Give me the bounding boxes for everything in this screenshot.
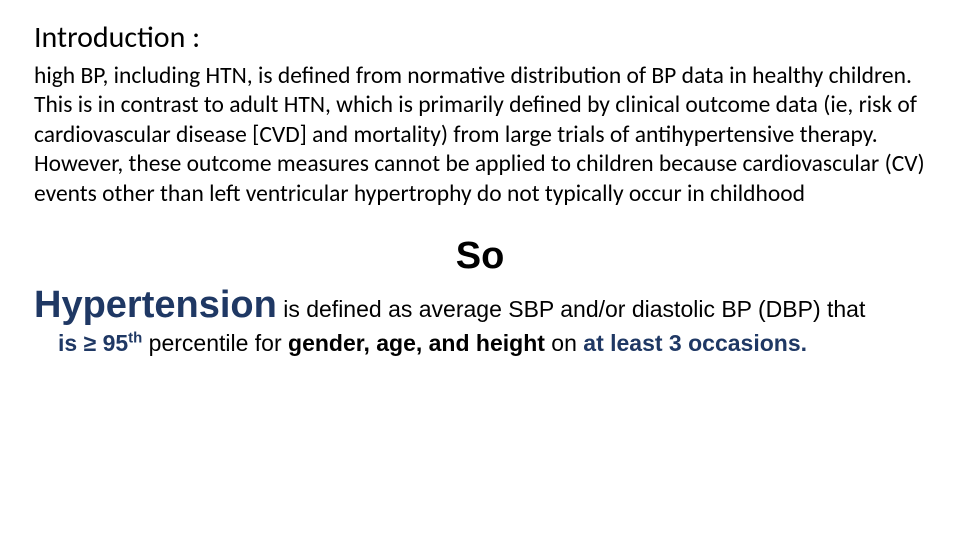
hypertension-definition: Hypertension is defined as average SBP a… bbox=[34, 281, 926, 359]
def-ge95: is ≥ 95th bbox=[58, 330, 142, 356]
def-occasions: at least 3 occasions. bbox=[583, 330, 807, 356]
def-text-1: is defined as average SBP and/or diastol… bbox=[277, 296, 866, 322]
def-th-sup: th bbox=[128, 330, 142, 347]
so-heading: So bbox=[34, 235, 926, 279]
def-text-2: percentile for bbox=[142, 330, 288, 356]
def-gender-age-height: gender, age, and height bbox=[288, 330, 545, 356]
section-title: Introduction : bbox=[34, 20, 926, 56]
hypertension-word: Hypertension bbox=[34, 284, 277, 326]
def-on: on bbox=[545, 330, 583, 356]
def-ge95-text: is ≥ 95 bbox=[58, 330, 128, 356]
def-line-2: is ≥ 95th percentile for gender, age, an… bbox=[58, 329, 926, 358]
intro-paragraph: high BP, including HTN, is defined from … bbox=[34, 62, 926, 209]
